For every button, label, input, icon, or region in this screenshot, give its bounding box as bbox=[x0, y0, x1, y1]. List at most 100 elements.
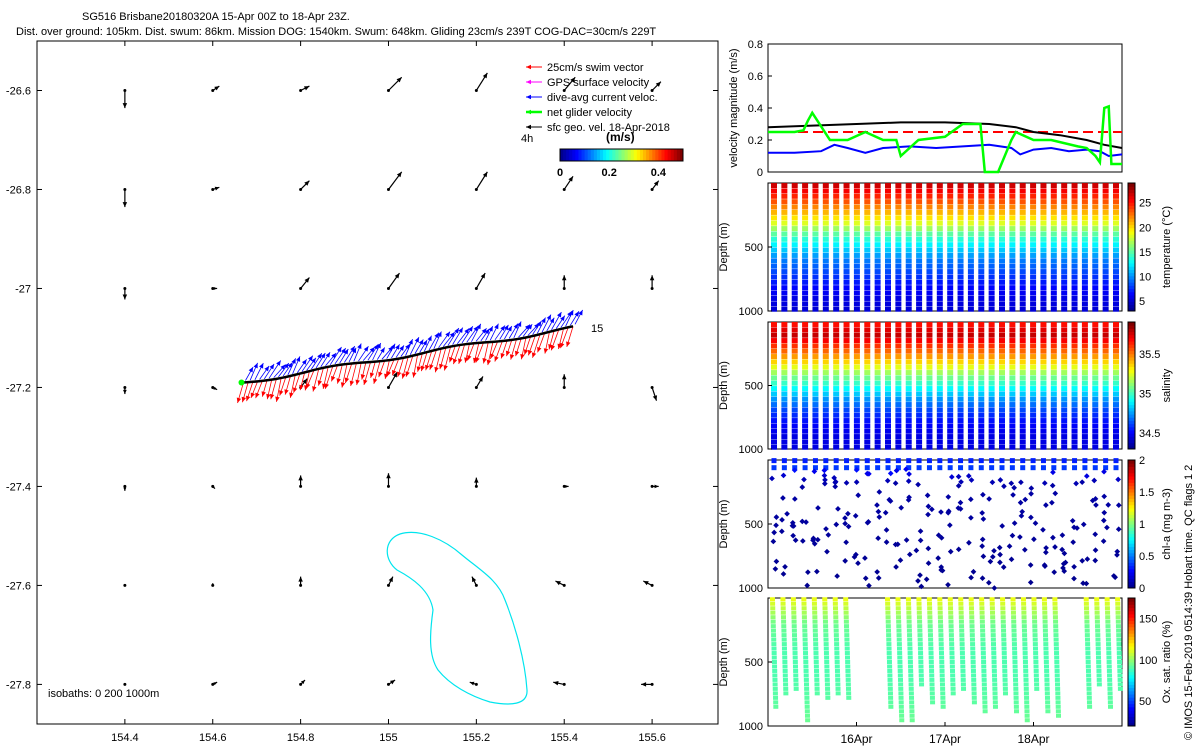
oxygen-profile-cell bbox=[885, 597, 891, 602]
salinity-colorbar-cell bbox=[1128, 407, 1135, 412]
oxygen-profile-cell bbox=[949, 651, 955, 656]
oxygen-profile-cell bbox=[969, 633, 975, 638]
salinity-profile-cell bbox=[1113, 444, 1119, 450]
salinity-profile-cell bbox=[853, 423, 860, 429]
salinity-profile-cell bbox=[895, 380, 902, 386]
chla-sample bbox=[893, 467, 900, 474]
temperature-colorbar-cell bbox=[1128, 256, 1135, 261]
temperature-profile-cell bbox=[1092, 220, 1099, 226]
salinity-profile-cell bbox=[978, 396, 985, 402]
oxygen-profile-cell bbox=[813, 664, 819, 669]
salinity-profile-cell bbox=[802, 327, 809, 333]
salinity-colorbar-cell bbox=[1128, 401, 1135, 406]
oxygen-profile-cell bbox=[1045, 709, 1051, 714]
salinity-profile-cell bbox=[895, 428, 902, 434]
temperature-profile-cell bbox=[905, 226, 912, 232]
oxygen-profile-cell bbox=[959, 646, 965, 651]
oxygen-profile-cell bbox=[971, 695, 977, 700]
temperature-profile-cell bbox=[926, 220, 933, 226]
salinity-profile-cell bbox=[1081, 359, 1088, 365]
salinity-profile-cell bbox=[1081, 396, 1088, 402]
temperature-profile-cell bbox=[1061, 285, 1068, 291]
salinity-profile-cell bbox=[1030, 386, 1037, 392]
oxygen-profile-cell bbox=[822, 597, 828, 602]
temperature-profile-cell bbox=[999, 274, 1005, 280]
dac-vector-arrow bbox=[245, 366, 254, 381]
temperature-colorbar-cell bbox=[1128, 231, 1135, 235]
salinity-profile-cell bbox=[978, 370, 985, 376]
chla-sample bbox=[925, 545, 932, 552]
chla-sample bbox=[810, 535, 817, 542]
map-colorbar-cell bbox=[679, 149, 684, 161]
salinity-profile-cell bbox=[1113, 370, 1119, 376]
salinity-profile-cell bbox=[864, 375, 871, 381]
temperature-profile-cell bbox=[957, 269, 964, 275]
oxygen-profile-cell bbox=[1024, 713, 1030, 718]
salinity-profile-cell bbox=[874, 348, 881, 354]
oxygen-profile-cell bbox=[1094, 597, 1100, 602]
oxygen-profile-cell bbox=[906, 601, 912, 606]
temperature-profile-cell bbox=[947, 204, 954, 210]
temperature-profile-cell bbox=[1050, 295, 1057, 301]
map-colorbar-cell bbox=[606, 149, 610, 161]
map-colorbar-cell bbox=[643, 149, 647, 161]
isobath-note: isobaths: 0 200 1000m bbox=[48, 688, 159, 700]
salinity-colorbar-cell bbox=[1128, 375, 1135, 380]
temperature-profile-cell bbox=[833, 269, 840, 275]
temperature-profile-cell bbox=[895, 220, 902, 226]
temperature-profile-cell bbox=[1019, 295, 1026, 301]
salinity-profile-cell bbox=[1030, 444, 1037, 450]
geo-velocity-arrow bbox=[475, 171, 488, 190]
temperature-profile-cell bbox=[864, 301, 871, 307]
oxygen-profile-cell bbox=[1000, 610, 1006, 615]
chla-sample bbox=[1080, 580, 1086, 587]
temperature-colorbar-cell bbox=[1128, 192, 1135, 197]
temperature-profile-cell bbox=[978, 220, 985, 226]
oxygen-profile-cell bbox=[970, 642, 976, 647]
velocity-series-dac bbox=[768, 143, 1123, 158]
chla-sample bbox=[852, 513, 859, 519]
temperature-profile-cell bbox=[1050, 285, 1057, 291]
temperature-colorbar-cell bbox=[1128, 247, 1135, 251]
salinity-profile-cell bbox=[905, 391, 912, 397]
temperature-profile-cell bbox=[791, 290, 798, 296]
oxygen-profile-cell bbox=[833, 624, 839, 629]
oxygen-profile-cell bbox=[813, 646, 819, 651]
oxygen-profile-cell bbox=[805, 718, 811, 723]
temperature-profile-cell bbox=[967, 258, 974, 264]
chla-sample bbox=[1103, 458, 1109, 464]
temperature-profile-cell bbox=[843, 263, 850, 269]
oxygen-profile-cell bbox=[1055, 695, 1061, 700]
temperature-profile-cell bbox=[802, 247, 809, 253]
temperature-profile-cell bbox=[1113, 236, 1119, 242]
temperature-profile-cell bbox=[781, 236, 788, 242]
salinity-profile-cell bbox=[905, 359, 912, 365]
temperature-profile-cell bbox=[957, 193, 964, 199]
oxygen-profile-cell bbox=[791, 606, 797, 611]
temperature-profile-cell bbox=[833, 226, 840, 232]
temperature-profile-cell bbox=[1071, 279, 1078, 285]
temperature-profile-cell bbox=[916, 209, 923, 215]
temperature-profile-cell bbox=[1071, 290, 1078, 296]
salinity-profile-cell bbox=[1050, 386, 1057, 392]
swim-vector-arrow bbox=[378, 360, 386, 378]
oxygen-profile-cell bbox=[1001, 651, 1007, 656]
temperature-profile-cell bbox=[833, 220, 840, 226]
oxygen-profile-cell bbox=[1032, 633, 1038, 638]
geo-velocity-arrow bbox=[641, 682, 653, 687]
oxygen-profile-cell bbox=[958, 601, 964, 606]
temperature-ytick-label: 500 bbox=[745, 242, 763, 254]
salinity-profile-cell bbox=[1081, 370, 1088, 376]
temperature-profile-cell bbox=[864, 209, 871, 215]
salinity-profile-cell bbox=[1102, 423, 1109, 429]
temperature-data bbox=[771, 183, 1119, 312]
temperature-profile-cell bbox=[947, 220, 954, 226]
salinity-colorbar-label: salinity bbox=[1161, 368, 1173, 402]
chla-colorbar-cell bbox=[1128, 469, 1135, 474]
temperature-colorbar-cell bbox=[1128, 221, 1135, 226]
temperature-profile-cell bbox=[781, 242, 788, 248]
oxygen-profile-cell bbox=[824, 655, 830, 660]
salinity-profile-cell bbox=[1113, 338, 1119, 344]
oxygen-profile-cell bbox=[792, 660, 798, 664]
